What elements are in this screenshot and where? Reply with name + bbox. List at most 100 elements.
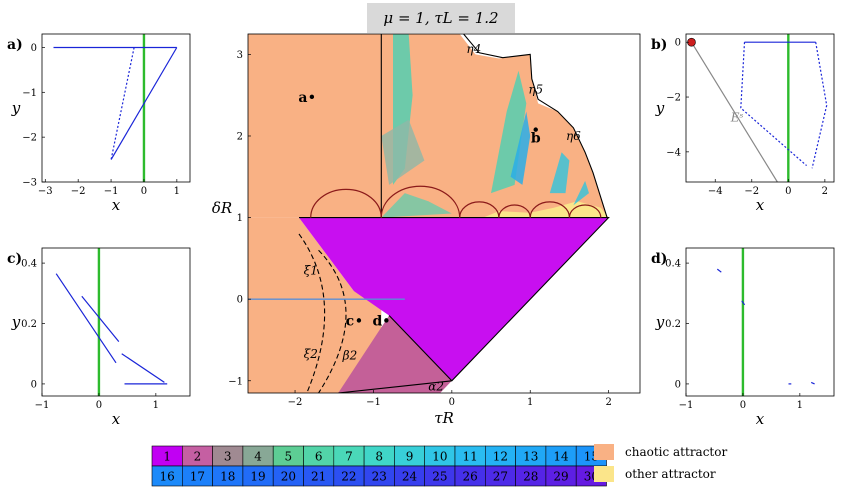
legend-label-2: other attractor xyxy=(625,467,716,481)
boundary-alpha2 xyxy=(388,315,453,382)
point-label-d: d xyxy=(372,313,382,329)
period-cell-label-22: 22 xyxy=(341,470,356,484)
main-plot-area: a b c d η4 η5 η6 ξ1 ξ2 β2 α2 xyxy=(248,34,610,394)
period-cell-label-23: 23 xyxy=(372,470,387,484)
point-label-c: c xyxy=(346,313,355,329)
curve-label-η6: η6 xyxy=(566,129,581,143)
period-cell-label-1: 1 xyxy=(163,450,171,464)
period-cell-label-11: 11 xyxy=(463,450,478,464)
panel-c-orbit-3 xyxy=(121,353,165,383)
region-band-6 xyxy=(573,180,589,206)
period-cell-label-10: 10 xyxy=(432,450,447,464)
boundary-triangle xyxy=(299,217,610,393)
period-cell-label-12: 12 xyxy=(493,450,508,464)
panel-c-ylabel: y xyxy=(11,313,21,331)
title-box xyxy=(367,3,515,33)
main-ytick-label: 1 xyxy=(237,213,243,224)
main-ylabel: δR xyxy=(212,199,232,217)
panel-d-xtick-label: 0 xyxy=(740,400,746,411)
curve-label-η5: η5 xyxy=(528,83,543,97)
panel-c-xtick-label: 0 xyxy=(96,400,102,411)
panel-c-xtick-label: −1 xyxy=(35,400,50,411)
panel-b-plot-area: Eˢ xyxy=(687,34,828,182)
panel-b-xtick-label: −2 xyxy=(744,186,759,197)
panel-c-xlabel: x xyxy=(112,410,121,428)
main-xtick-label: 2 xyxy=(605,397,611,408)
panel-d-label: d) xyxy=(651,251,667,267)
arc-curve-4 xyxy=(498,204,531,218)
panel-b-ytick-label: −2 xyxy=(666,93,681,104)
marker-c xyxy=(356,318,362,323)
arc-curve-6 xyxy=(568,204,602,218)
panel-a-ylabel: y xyxy=(11,99,21,117)
panel-b-ylabel: y xyxy=(655,99,665,117)
panel-d-ytick-label: 0 xyxy=(675,379,681,390)
legend-label-1: chaotic attractor xyxy=(625,445,727,459)
period-cell-label-24: 24 xyxy=(402,470,418,484)
period-cell-label-3: 3 xyxy=(224,450,232,464)
panel-d-ytick-label: 0.2 xyxy=(665,319,681,330)
panel-b-xtick-label: 2 xyxy=(822,186,828,197)
curve-label-ξ1: ξ1 xyxy=(304,264,318,278)
period-cell-label-7: 7 xyxy=(345,450,353,464)
panel-b-xtick-label: 0 xyxy=(785,186,791,197)
panel-b-manifold-label: Eˢ xyxy=(730,111,744,125)
period-cell-label-25: 25 xyxy=(432,470,447,484)
period-cell-label-8: 8 xyxy=(375,450,383,464)
point-label-b: b xyxy=(531,131,541,147)
period-cell-label-2: 2 xyxy=(194,450,202,464)
curve-label-α2: α2 xyxy=(428,380,444,394)
arc-curve-3 xyxy=(459,201,500,218)
period-cell-label-28: 28 xyxy=(523,470,538,484)
main-ytick-label: 2 xyxy=(237,131,243,142)
main-xlabel: τR xyxy=(434,409,454,427)
main-ytick-label: 0 xyxy=(237,295,243,306)
period-cell-label-18: 18 xyxy=(220,470,235,484)
main-ytick-label: −1 xyxy=(228,376,243,387)
main-frame xyxy=(247,33,641,394)
period-cell-label-13: 13 xyxy=(523,450,538,464)
period-cell-label-26: 26 xyxy=(463,470,478,484)
region-band-7 xyxy=(381,193,452,218)
region-period-2 xyxy=(338,315,452,393)
panel-c-orbit-1 xyxy=(55,273,117,364)
panel-d-ylabel: y xyxy=(655,313,665,331)
curve-label-β2: β2 xyxy=(342,349,358,363)
panel-a-label: a) xyxy=(7,37,23,53)
panel-b-orbit-3 xyxy=(740,42,807,167)
panel-d-plot-area xyxy=(716,248,815,396)
arc-curve-5 xyxy=(529,201,571,218)
marker-d xyxy=(384,318,389,323)
panel-a-frame xyxy=(41,33,191,183)
panel-d-xlabel: x xyxy=(756,410,765,428)
panel-a-xtick-label: 0 xyxy=(141,186,147,197)
panel-b-xlabel: x xyxy=(756,196,765,214)
xi1-curve xyxy=(298,233,326,393)
panel-a-ytick-label: −2 xyxy=(22,133,37,144)
xi2-curve xyxy=(318,249,347,393)
boundary-eta xyxy=(463,34,608,218)
figure-title: μ = 1, τL = 1.2 xyxy=(383,9,499,27)
marker-a xyxy=(309,94,315,100)
panel-d-orbit-4 xyxy=(810,381,815,385)
panel-b-orbit-2 xyxy=(811,42,828,169)
period-cell-label-17: 17 xyxy=(190,470,205,484)
period-cell-label-14: 14 xyxy=(553,450,569,464)
panel-d-frame xyxy=(685,247,835,397)
legend-swatch-2 xyxy=(594,466,614,482)
period-cell-label-9: 9 xyxy=(406,450,414,464)
period-cell-label-6: 6 xyxy=(315,450,323,464)
panel-c-ytick-label: 0 xyxy=(31,379,37,390)
panel-b-ytick-label: 0 xyxy=(675,38,681,49)
panel-d-xtick-label: −1 xyxy=(679,400,694,411)
main-xtick-label: −2 xyxy=(288,397,303,408)
panel-a-xtick-label: −2 xyxy=(71,186,86,197)
period-cell-label-16: 16 xyxy=(160,470,175,484)
region-chaotic-left xyxy=(248,34,382,218)
panel-a-orbit-2 xyxy=(110,47,178,160)
panel-d-xtick-label: 1 xyxy=(797,400,803,411)
region-other xyxy=(483,201,609,218)
panel-c-ytick-label: 0.2 xyxy=(21,319,37,330)
region-band-2 xyxy=(381,119,425,185)
